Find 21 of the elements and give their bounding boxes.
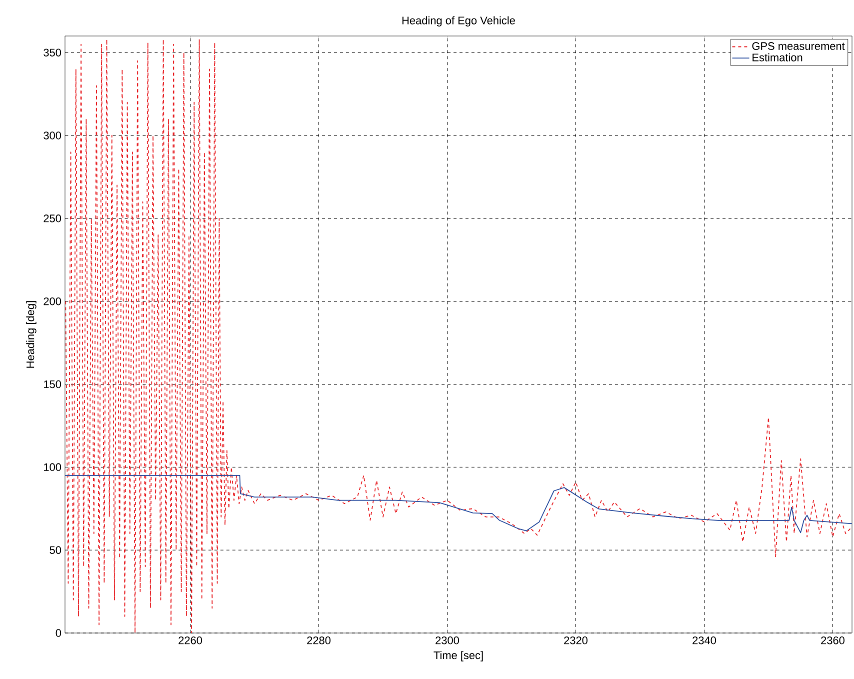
y-tick-label: 0 [56, 629, 62, 637]
line-series [65, 38, 852, 633]
x-tick-label: 2300 [436, 636, 460, 644]
y-tick-label: 350 [44, 48, 62, 56]
y-tick-label: 300 [44, 132, 62, 140]
x-tick-label: 2360 [821, 636, 844, 644]
legend-label: Estimation [752, 53, 802, 62]
legend-label: GPS measurement [752, 42, 845, 50]
y-axis-title: Heading [deg] [26, 301, 36, 368]
y-tick-label: 200 [44, 297, 62, 306]
x-tick-label: 2320 [564, 636, 588, 644]
x-axis-title: Time [sec] [434, 651, 483, 662]
chart-title: Heading of Ego Vehicle [402, 16, 515, 26]
x-tick-label: 2260 [178, 636, 202, 644]
y-tick-label: 150 [44, 380, 62, 388]
y-tick-label: 250 [44, 214, 62, 222]
x-tick-label: 2340 [692, 636, 716, 644]
x-tick-label: 2280 [307, 636, 331, 644]
line-series [65, 475, 852, 534]
y-tick-label: 100 [44, 463, 62, 472]
y-tick-label: 50 [50, 546, 62, 554]
